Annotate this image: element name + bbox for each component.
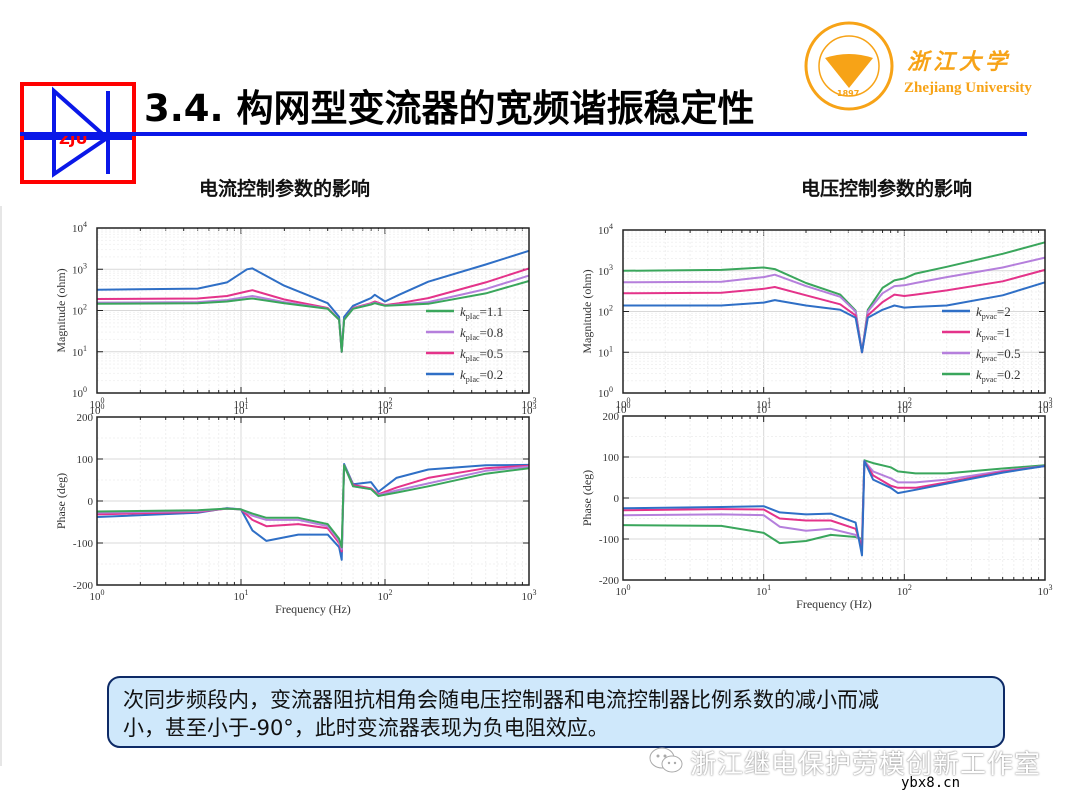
svg-text:-100: -100: [73, 538, 94, 550]
page-title: 3.4. 构网型变流器的宽频谐振稳定性: [144, 87, 755, 130]
svg-text:kpvac=0.2: kpvac=0.2: [976, 367, 1020, 384]
svg-text:100: 100: [77, 454, 94, 466]
svg-text:-200: -200: [599, 575, 620, 587]
svg-text:102: 102: [897, 396, 912, 411]
svg-text:103: 103: [1038, 583, 1053, 598]
svg-text:kpvac=1: kpvac=1: [976, 325, 1011, 342]
slide-edge: [0, 206, 2, 766]
watermark-text: 浙江继电保护劳模创新工作室: [690, 750, 1042, 780]
svg-text:kpvac=0.5: kpvac=0.5: [976, 346, 1020, 363]
svg-text:100: 100: [90, 402, 105, 417]
svg-text:100: 100: [616, 396, 631, 411]
svg-text:100: 100: [90, 588, 105, 603]
svg-text:1897: 1897: [837, 89, 859, 98]
svg-text:kpIac=0.8: kpIac=0.8: [460, 325, 503, 342]
svg-text:102: 102: [897, 401, 912, 416]
svg-text:kpvac=2: kpvac=2: [976, 304, 1011, 321]
svg-text:100: 100: [72, 385, 87, 400]
svg-text:100: 100: [598, 385, 613, 400]
svg-text:103: 103: [522, 588, 537, 603]
left-section-title: 电流控制参数的影响: [199, 178, 371, 200]
bode-charts: 100 101 102 103 104 100 101 102 103 Magnitude (oh…: [54, 220, 1053, 616]
svg-text:101: 101: [598, 344, 613, 359]
svg-text:102: 102: [72, 303, 87, 318]
wechat-icon: [649, 747, 683, 773]
svg-text:104: 104: [598, 222, 613, 237]
svg-text:101: 101: [756, 401, 771, 416]
note-line-1: 次同步频段内，变流器阻抗相角会随电压控制器和电流控制器比例系数的减小而减: [123, 688, 879, 712]
conclusion-note: 次同步频段内，变流器阻抗相角会随电压控制器和电流控制器比例系数的减小而减 小，甚…: [107, 676, 1005, 748]
svg-text:kpIac=1.1: kpIac=1.1: [460, 304, 503, 321]
svg-text:kpIac=0.5: kpIac=0.5: [460, 346, 503, 363]
svg-text:103: 103: [522, 396, 537, 411]
svg-text:100: 100: [90, 396, 105, 411]
university-name-cn: 浙江大学: [907, 49, 1012, 75]
svg-text:-100: -100: [599, 534, 620, 546]
svg-text:102: 102: [378, 396, 393, 411]
svg-text:-200: -200: [73, 580, 94, 592]
university-name-en: Zhejiang University: [904, 80, 1032, 96]
svg-text:101: 101: [756, 583, 771, 598]
svg-text:103: 103: [1038, 396, 1053, 411]
svg-text:103: 103: [598, 263, 613, 278]
svg-text:104: 104: [72, 220, 87, 235]
svg-text:Phase (deg): Phase (deg): [54, 473, 68, 529]
svg-text:101: 101: [756, 396, 771, 411]
svg-text:Frequency (Hz): Frequency (Hz): [796, 597, 872, 611]
svg-text:0: 0: [88, 496, 94, 508]
svg-text:102: 102: [378, 588, 393, 603]
svg-text:100: 100: [616, 583, 631, 598]
site-url: ybx8.cn: [901, 775, 961, 791]
svg-text:0: 0: [614, 493, 620, 505]
svg-text:102: 102: [598, 304, 613, 319]
svg-text:101: 101: [234, 588, 249, 603]
svg-text:103: 103: [72, 261, 87, 276]
svg-text:101: 101: [72, 344, 87, 359]
svg-text:200: 200: [77, 412, 94, 424]
svg-text:Magnitude (ohm): Magnitude (ohm): [54, 268, 68, 352]
svg-text:Frequency (Hz): Frequency (Hz): [275, 602, 351, 616]
svg-text:100: 100: [603, 452, 620, 464]
svg-text:200: 200: [603, 411, 620, 423]
svg-text:101: 101: [234, 402, 249, 417]
svg-text:102: 102: [378, 402, 393, 417]
svg-text:kpIac=0.2: kpIac=0.2: [460, 367, 503, 384]
svg-text:103: 103: [1038, 401, 1053, 416]
svg-text:103: 103: [522, 402, 537, 417]
note-line-2: 小，甚至小于-90°，此时变流器表现为负电阻效应。: [123, 716, 609, 740]
title-underline: [20, 132, 1027, 136]
svg-text:102: 102: [897, 583, 912, 598]
svg-text:101: 101: [234, 396, 249, 411]
svg-text:100: 100: [616, 401, 631, 416]
university-seal-icon: 1897: [804, 21, 894, 111]
svg-text:Magnitude (ohm): Magnitude (ohm): [580, 269, 594, 353]
right-section-title: 电压控制参数的影响: [801, 178, 973, 200]
svg-text:Phase (deg): Phase (deg): [580, 470, 594, 526]
